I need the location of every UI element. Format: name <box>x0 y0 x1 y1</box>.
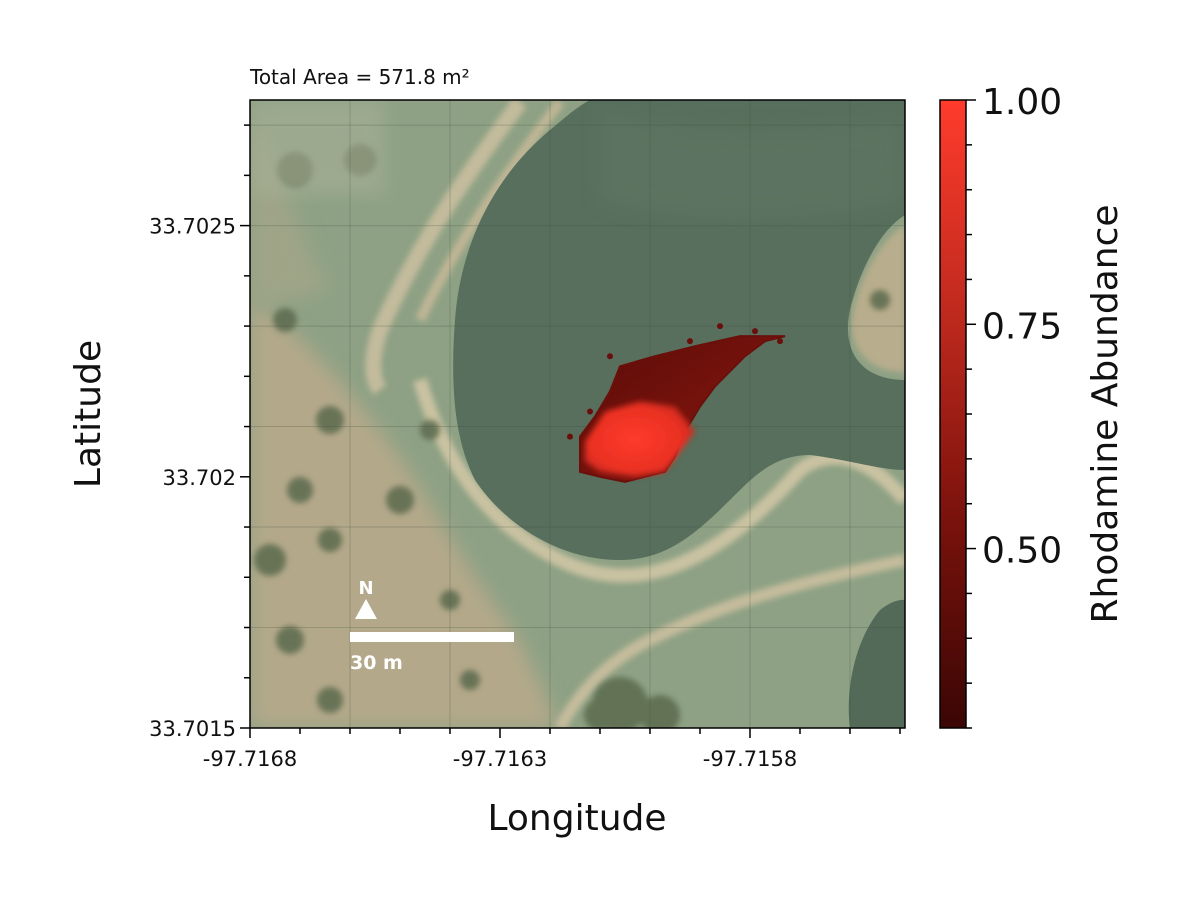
y-tick-label: 33.7015 <box>149 717 236 741</box>
y-axis-label: Latitude <box>68 340 109 488</box>
plume-speckle <box>567 433 573 440</box>
gridlines <box>250 100 905 728</box>
plume-speckle <box>777 338 783 345</box>
plume-high-abundance-core <box>585 401 695 477</box>
north-label: N <box>358 578 373 599</box>
north-arrow: N <box>355 578 377 619</box>
plume-speckle <box>717 323 723 330</box>
scale-bar-line <box>350 632 514 642</box>
colorbar-tick-label: 0.75 <box>982 306 1062 347</box>
plume-speckle <box>587 408 593 415</box>
colorbar-tick-label: 1.00 <box>982 82 1062 123</box>
plume-speckle <box>752 328 758 335</box>
plume-speckle <box>687 338 693 345</box>
plume-edge-speckles <box>567 323 783 440</box>
colorbar: 0.50 0.75 1.00 Rhodamine Abundance <box>939 82 1126 729</box>
y-axis-ticks: 33.7015 33.702 33.7025 <box>149 124 250 741</box>
satellite-basemap <box>250 100 905 728</box>
x-axis-ticks: -97.7168 -97.7163 -97.7158 <box>203 728 901 771</box>
north-arrow-icon <box>355 599 377 619</box>
x-tick-label: -97.7163 <box>453 747 547 771</box>
y-tick-label: 33.7025 <box>149 215 236 239</box>
y-tick-label: 33.702 <box>163 466 236 490</box>
map-axes-frame <box>249 99 906 729</box>
x-tick-label: -97.7168 <box>203 747 297 771</box>
colorbar-ticks: 0.50 0.75 1.00 <box>966 82 1062 729</box>
plume-speckle <box>607 353 613 360</box>
colorbar-tick-label: 0.50 <box>982 531 1062 572</box>
scale-bar: 30 m <box>350 632 514 674</box>
scale-bar-label: 30 m <box>350 652 403 674</box>
total-area-annotation: Total Area = 571.8 m² <box>249 65 470 89</box>
colorbar-gradient-bar <box>939 99 967 729</box>
rhodamine-plume <box>567 323 786 483</box>
colorbar-label: Rhodamine Abundance <box>1085 204 1126 623</box>
x-tick-label: -97.7158 <box>703 747 797 771</box>
x-axis-label: Longitude <box>487 798 666 839</box>
